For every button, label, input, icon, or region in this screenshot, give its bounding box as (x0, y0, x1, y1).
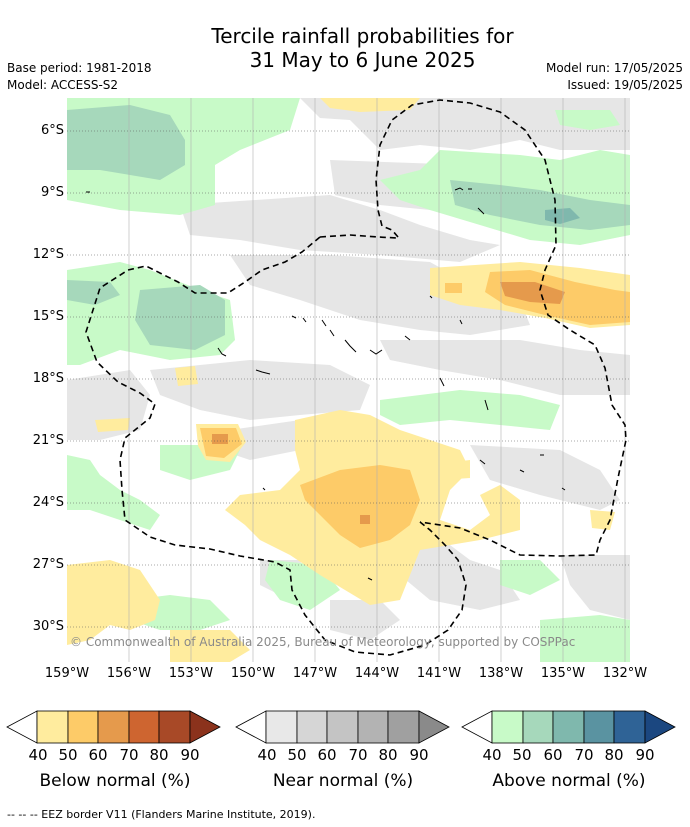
y-tick: 30°S (32, 619, 64, 634)
x-tick: 153°W (168, 666, 214, 681)
colorbar-near-label: 80 (378, 746, 398, 764)
colorbar-near-label: 50 (287, 746, 307, 764)
model-name: Model: ACCESS-S2 (7, 78, 119, 92)
map-fields (67, 98, 630, 662)
colorbar-above-normal (461, 710, 676, 744)
colorbar-above-label: 40 (482, 746, 502, 764)
colorbar-near-normal (235, 710, 450, 744)
colorbar-below-label: 60 (88, 746, 108, 764)
colorbar-above-label: 60 (543, 746, 563, 764)
x-tick: 150°W (230, 666, 276, 681)
colorbar-below-title: Below normal (%) (39, 771, 191, 791)
x-tick: 141°W (416, 666, 462, 681)
y-tick: 24°S (32, 495, 64, 510)
colorbar-near-label: 90 (409, 746, 429, 764)
x-tick: 144°W (354, 666, 400, 681)
colorbar-below-label: 70 (119, 746, 139, 764)
x-tick: 147°W (292, 666, 338, 681)
y-tick: 18°S (32, 371, 64, 386)
y-tick: 9°S (40, 185, 64, 200)
islands (86, 187, 566, 581)
colorbar-near-label: 70 (348, 746, 368, 764)
colorbar-above-label: 90 (635, 746, 655, 764)
x-tick: 138°W (478, 666, 524, 681)
x-tick: 156°W (106, 666, 152, 681)
below-normal-60 (212, 282, 565, 524)
colorbar-below-normal (6, 710, 221, 744)
x-tick: 159°W (44, 666, 90, 681)
issued-date: Issued: 19/05/2025 (567, 78, 683, 92)
y-tick: 15°S (32, 309, 64, 324)
above-normal-50 (67, 105, 630, 350)
colorbar-below-label: 80 (149, 746, 169, 764)
colorbar-near-label: 60 (317, 746, 337, 764)
y-tick: 27°S (32, 557, 64, 572)
y-tick: 12°S (32, 247, 64, 262)
x-tick: 135°W (540, 666, 586, 681)
colorbar-above-label: 80 (604, 746, 624, 764)
colorbar-below-label: 90 (180, 746, 200, 764)
colorbar-near-label: 40 (257, 746, 277, 764)
map-copyright: © Commonwealth of Australia 2025, Bureau… (70, 635, 576, 649)
colorbar-above-label: 70 (574, 746, 594, 764)
title-line-1: Tercile rainfall probabilities for (211, 24, 514, 48)
title-line-2: 31 May to 6 June 2025 (249, 48, 476, 72)
y-tick: 21°S (32, 433, 64, 448)
model-run: Model run: 17/05/2025 (545, 61, 683, 75)
colorbar-below-label: 50 (58, 746, 78, 764)
y-tick: 6°S (40, 123, 64, 138)
base-period: Base period: 1981-2018 (7, 61, 152, 75)
colorbar-above-title: Above normal (%) (492, 771, 646, 791)
latitude-dotted-lines (67, 130, 630, 628)
colorbar-above-label: 50 (512, 746, 532, 764)
eez-borders (85, 99, 627, 656)
eez-legend-note: -- -- -- EEZ border V11 (Flanders Marine… (7, 808, 316, 821)
x-tick: 132°W (602, 666, 648, 681)
colorbar-near-title: Near normal (%) (272, 771, 414, 791)
above-normal-60 (545, 208, 580, 224)
colorbar-below-label: 40 (28, 746, 48, 764)
